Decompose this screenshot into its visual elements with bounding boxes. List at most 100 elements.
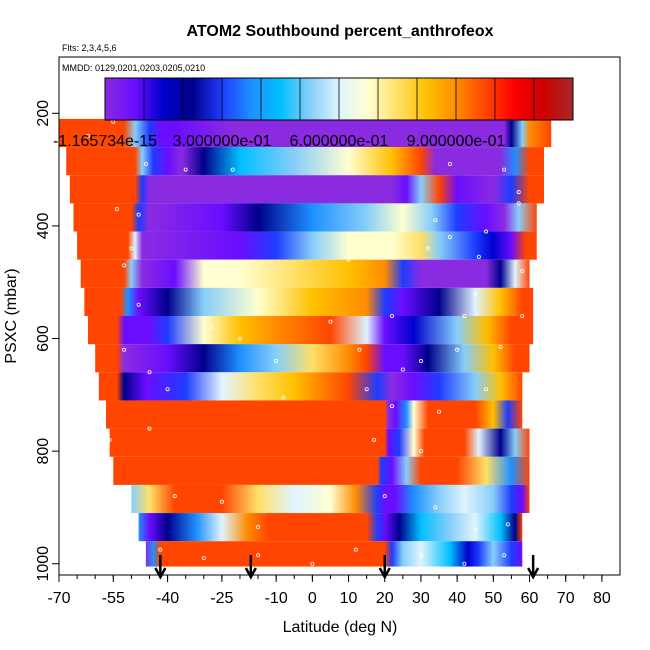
x-tick-label: 20 [376,590,394,607]
sample-marker [136,212,141,217]
sample-marker [400,367,405,372]
heatmap-band [95,344,530,373]
sample-marker [473,291,478,296]
sample-marker [219,499,224,504]
heatmap-band [145,541,523,567]
sample-marker [256,553,261,558]
sample-marker [516,190,521,195]
x-tick-label: -70 [47,590,70,607]
sample-marker [310,561,315,566]
sample-marker [129,246,134,251]
sample-marker [418,359,423,364]
y-tick-label: 800 [35,438,52,465]
heatmap-band [138,513,523,542]
sample-marker [520,313,525,318]
sample-marker [328,505,333,510]
colorbar-tick-label: 6.000000e-01 [290,133,389,150]
sample-marker [502,167,507,172]
sample-marker [201,556,206,561]
sample-marker [447,161,452,166]
flights-label: Flts: 2,3,4,5,6 [62,43,117,53]
chart-title: ATOM2 Southbound percent_anthrofeox [187,23,494,40]
sample-marker [281,395,286,400]
sample-marker [484,387,489,392]
y-tick-label: 600 [35,325,52,352]
x-tick-label: 50 [484,590,502,607]
colorbar-tick-label: -1.165734e-15 [53,133,157,150]
sample-marker [462,313,467,318]
sample-marker [476,254,481,259]
sample-marker [357,347,362,352]
sample-marker [147,370,152,375]
sample-marker [143,161,148,166]
colorbar-ticks: -1.165734e-15 3.000000e-01 6.000000e-01 9.0… [53,78,535,150]
flight-arrows [154,555,540,580]
arrow-head [154,567,167,580]
heatmap-band [73,203,537,232]
heatmap-band [109,428,530,457]
x-tick-label: 60 [521,590,539,607]
x-tick-label: 30 [412,590,430,607]
colorbar-tick-label: 3.000000e-01 [173,133,272,150]
sample-marker [498,344,503,349]
arrow-head [378,567,391,580]
colorbar-tick-label: 9.000000e-01 [407,133,506,150]
sample-marker [473,527,478,532]
heatmap-band [131,484,530,514]
arrow-head [527,567,540,580]
x-axis: -70 -55 -40 -25 -10 0 10 20 30 40 50 60 70 80 [47,575,611,607]
x-tick-label: 70 [557,590,575,607]
sample-marker [433,218,438,223]
sample-marker [328,319,333,324]
sample-marker [230,167,235,172]
sample-marker [136,302,141,307]
sample-marker [516,201,521,206]
y-tick-label: 400 [35,212,52,239]
sample-marker [455,347,460,352]
sample-marker [353,547,358,552]
sample-marker [447,235,452,240]
heatmap-band [66,147,544,176]
sample-marker [364,387,369,392]
heatmap-band [77,231,537,260]
sample-marker [418,449,423,454]
y-tick-label: 1000 [35,546,52,582]
arrow-head [244,567,257,580]
sample-marker [122,347,127,352]
x-tick-label: -10 [265,590,288,607]
sample-marker [418,553,423,558]
sample-marker [274,359,279,364]
x-tick-label: 80 [593,590,611,607]
x-tick-label: -25 [210,590,233,607]
heatmap-band [84,287,534,316]
sample-marker [505,522,510,527]
sample-marker [484,229,489,234]
heatmap-band [113,456,530,485]
x-tick-label: -40 [156,590,179,607]
heatmap-band [80,259,530,288]
x-tick-label: -55 [102,590,125,607]
x-tick-label: 10 [340,590,358,607]
sample-marker [433,505,438,510]
sample-marker [426,246,431,251]
sample-marker [389,404,394,409]
heatmap-band [87,316,534,345]
x-tick-label: 40 [448,590,466,607]
plot-frame [58,56,621,576]
sample-marker [165,387,170,392]
sample-marker [371,437,376,442]
sample-marker [437,409,442,414]
sample-marker [389,313,394,318]
heatmap-bands [59,118,552,567]
sample-marker [346,257,351,262]
sample-marker [147,426,152,431]
x-axis-label: Latitude (deg N) [283,619,398,636]
heatmap-band [59,118,552,148]
sample-marker [382,494,387,499]
sample-marker [520,268,525,273]
sample-marker [209,325,214,330]
sample-marker [256,525,261,530]
heatmap-band [69,175,544,204]
sample-markers [85,119,525,566]
